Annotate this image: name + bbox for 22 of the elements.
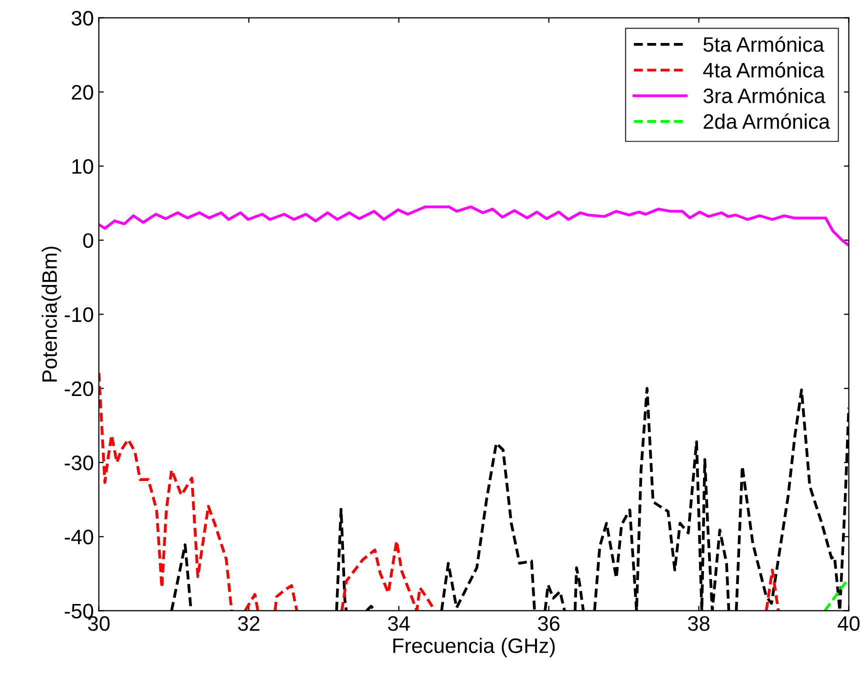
line-series: [98, 205, 849, 247]
x-tick-label: 38: [688, 616, 710, 631]
legend-label: 4ta Armónica: [703, 62, 824, 78]
x-tick-label: 36: [538, 616, 560, 631]
legend-label: 3ra Armónica: [703, 88, 826, 104]
x-tick-label: 30: [88, 616, 110, 631]
y-tick-label: 20: [72, 84, 94, 100]
y-tick-label: 10: [72, 159, 94, 174]
y-tick-label: -40: [64, 530, 94, 544]
y-tick-label: 30: [72, 10, 94, 26]
x-tick-label: 40: [838, 616, 860, 631]
legend-label: 5ta Armónica: [703, 36, 824, 52]
y-tick-label: -10: [64, 307, 94, 322]
x-tick-label: 34: [388, 616, 410, 631]
y-tick-label: -20: [64, 381, 94, 396]
x-tick-label: 32: [238, 616, 260, 631]
legend-label: 2da Armónica: [704, 113, 830, 129]
y-tick-label: -30: [64, 456, 94, 470]
y-tick-label: 0: [83, 233, 94, 248]
y-axis-title: Potencia(dBm): [42, 246, 62, 382]
y-tick-label: -50: [64, 604, 94, 618]
x-axis-title: Frecuencia (GHz): [393, 638, 555, 658]
